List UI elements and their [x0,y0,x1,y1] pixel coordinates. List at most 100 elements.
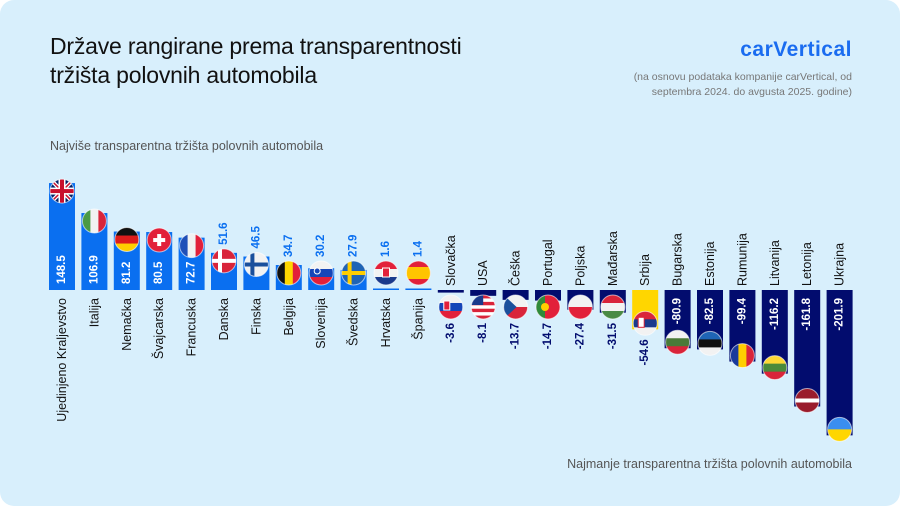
category-label: Španija [410,298,425,340]
category-label: Švedska [346,298,361,346]
category-label: USA [476,260,490,286]
flag-border [341,260,367,286]
source-note-line-1: (na osnovu podataka kompanije carVertica… [633,71,852,83]
value-label: 51.6 [218,222,230,244]
category-label: Finska [249,298,263,335]
flag-border [697,330,723,356]
category-label: Bugarska [671,233,685,286]
value-label: -80.9 [672,298,684,324]
value-label: -8.1 [477,322,489,342]
value-label: -99.4 [736,297,748,324]
slovenia-flag-icon [309,261,334,285]
flag-border [567,294,593,320]
flag-border [373,260,399,286]
germany-flag-icon [114,227,139,252]
switzerland-flag-icon [147,228,172,253]
czechia-flag-icon [503,295,528,319]
italy-flag-icon [82,209,107,234]
bar-24 [794,290,821,407]
flag-border [665,329,691,355]
flag-border [632,310,658,336]
category-label: Litvanija [768,240,782,286]
flag-border [308,260,334,286]
hungary-flag-icon [600,295,625,319]
category-label: Estonija [703,241,717,286]
category-label: Letonija [800,242,814,286]
value-label: -116.2 [769,298,781,330]
value-label: -82.5 [704,297,716,324]
bottom-caption: Najmanje transparentna tržišta polovnih … [567,457,852,471]
flag-border [470,294,496,320]
title-line-1: Države rangirane prema transparentnosti [50,33,462,59]
sweden-flag-icon [341,261,366,285]
value-label: -14.7 [542,323,554,349]
bar-13 [437,290,464,293]
category-label: Hrvatska [379,298,393,347]
value-label: 72.7 [186,262,198,284]
flag-border [794,387,820,413]
value-label: -27.4 [574,322,586,349]
bar-11 [373,288,399,290]
carvertical-logo: carVertical [740,38,852,61]
flag-border [762,355,788,381]
value-label: -31.5 [607,322,619,349]
ukraine-flag-icon [827,417,852,442]
flag-border [827,416,853,442]
category-label: Poljska [573,246,587,286]
flag-border [729,343,755,369]
value-label: -13.7 [510,323,522,349]
bar-14 [470,290,497,296]
value-label: -161.8 [801,297,813,330]
category-label: Srbija [638,254,652,286]
value-label: -3.6 [445,323,457,343]
value-label: 1.4 [412,240,424,257]
value-label: 27.9 [348,235,360,257]
belgium-flag-icon [276,261,301,285]
latvia-flag-icon [795,388,820,413]
page-title: Države rangirane prema transparentnosti … [50,32,462,90]
source-note: (na osnovu podataka kompanije carVertica… [634,70,852,100]
france-flag-icon [179,233,204,258]
finland-flag-icon [244,252,269,277]
category-label: Mađarska [606,231,620,286]
flag-border [146,227,172,253]
value-label: 106.9 [88,255,100,284]
bar-25 [826,290,853,436]
value-label: 80.5 [153,261,165,284]
value-label: 81.2 [121,262,133,284]
bulgaria-flag-icon [665,330,690,355]
serbia-flag-icon [633,311,658,336]
flag-border [179,233,205,259]
value-label: 34.7 [283,235,295,257]
top-caption: Najviše transparentna tržišta polovnih a… [50,139,324,153]
category-label: Danska [217,298,231,340]
category-label: Slovačka [444,235,458,286]
category-label: Slovenija [314,298,328,349]
value-label: 30.2 [315,235,327,257]
category-label: Češka [508,251,523,286]
category-label: Nemačka [120,298,134,351]
flag-border [535,294,561,320]
flag-border [114,227,140,253]
category-label: Rumunija [735,233,749,286]
title-line-2: tržišta polovnih automobila [50,62,317,88]
source-note-line-2: septembra 2024. do avgusta 2025. godine) [651,86,852,98]
category-label: Švajcarska [151,298,166,359]
flag-border [405,260,431,286]
category-label: Italija [87,298,101,327]
category-label: Francuska [185,298,199,356]
value-label: 1.6 [380,241,392,257]
value-label: -201.9 [834,298,846,331]
denmark-flag-icon [212,248,236,273]
flag-border [211,248,237,274]
estonia-flag-icon [698,331,722,356]
flag-border [276,260,302,286]
value-label: 46.5 [250,226,262,249]
flag-border [243,252,269,278]
value-label: 148.5 [56,255,68,284]
flag-border [503,294,529,320]
bar-12 [405,288,432,290]
category-label: Belgija [282,298,296,336]
flag-border [49,178,75,204]
